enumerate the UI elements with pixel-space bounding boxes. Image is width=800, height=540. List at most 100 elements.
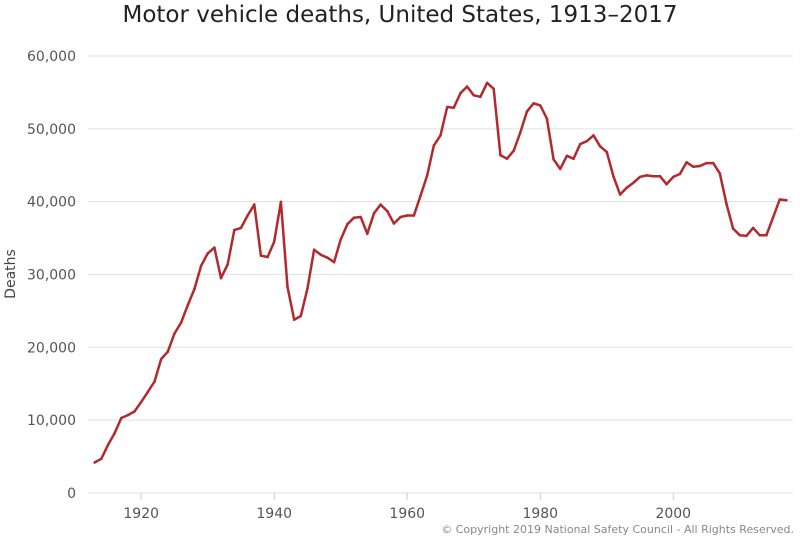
data-point <box>392 222 396 225</box>
data-point <box>226 263 229 266</box>
y-axis-ticks: 0 10,000 20,000 30,000 40,000 50,000 60,000 <box>27 49 76 502</box>
y-axis-label: Deaths <box>3 249 19 299</box>
data-point <box>638 175 642 179</box>
data-point <box>412 214 416 217</box>
data-point <box>219 276 223 280</box>
data-point <box>598 145 602 148</box>
data-point <box>233 228 236 232</box>
copyright-credit: © Copyright 2019 National Safety Council… <box>441 523 794 536</box>
data-point <box>558 167 562 171</box>
data-point <box>106 443 110 447</box>
data-point <box>658 174 662 178</box>
data-point <box>711 161 715 165</box>
data-point <box>605 150 609 154</box>
chart-title: Motor vehicle deaths, United States, 191… <box>122 2 678 28</box>
y-tick-label: 30,000 <box>27 268 76 284</box>
data-point <box>685 161 688 164</box>
series-layer <box>93 81 788 464</box>
data-point <box>292 318 296 322</box>
data-point <box>146 390 150 394</box>
data-point <box>166 350 170 354</box>
data-point <box>239 226 243 230</box>
data-point <box>612 174 615 178</box>
data-point <box>465 85 469 88</box>
data-point <box>545 117 549 120</box>
data-point <box>299 314 303 318</box>
data-point <box>771 216 775 219</box>
data-point <box>632 181 635 184</box>
data-point <box>618 193 622 196</box>
data-point <box>159 357 163 361</box>
data-point <box>186 303 190 307</box>
x-tick-label: 1940 <box>256 506 292 522</box>
data-point <box>312 248 316 251</box>
y-tick-label: 50,000 <box>27 122 76 138</box>
data-point <box>279 200 283 204</box>
data-point <box>459 91 462 95</box>
x-tick-label: 1980 <box>522 506 558 522</box>
series-line <box>93 81 788 464</box>
data-point <box>751 226 755 230</box>
data-point <box>386 209 389 213</box>
data-point <box>698 164 702 168</box>
data-point <box>372 212 376 215</box>
data-point <box>153 380 156 383</box>
data-point <box>439 134 442 137</box>
data-point <box>120 416 123 420</box>
data-point <box>585 139 589 143</box>
y-tick-label: 60,000 <box>27 49 76 65</box>
data-point <box>672 175 675 179</box>
data-point <box>452 106 456 109</box>
y-tick-label: 20,000 <box>27 340 76 356</box>
x-tick-label: 1960 <box>389 506 425 522</box>
data-point <box>319 253 323 257</box>
y-tick-label: 10,000 <box>27 413 76 429</box>
data-point <box>705 161 708 165</box>
data-point <box>253 203 256 206</box>
data-point <box>572 157 575 160</box>
data-point <box>173 332 176 335</box>
data-point <box>272 240 276 243</box>
data-point <box>445 105 449 109</box>
data-point <box>266 255 269 259</box>
data-point <box>126 413 130 417</box>
data-point <box>399 215 402 219</box>
data-point <box>738 233 742 237</box>
data-point <box>93 461 96 464</box>
y-tick-label: 0 <box>67 486 76 502</box>
data-point <box>179 321 183 324</box>
x-tick-label: 2000 <box>655 506 691 522</box>
data-point <box>525 110 529 113</box>
data-point <box>785 198 788 202</box>
data-point <box>346 222 349 226</box>
data-point <box>213 246 216 249</box>
data-point <box>193 287 196 291</box>
data-point <box>625 186 628 190</box>
data-point <box>339 238 343 241</box>
data-point <box>645 174 648 177</box>
data-point <box>425 174 429 177</box>
data-point <box>552 158 555 161</box>
data-point <box>326 256 329 260</box>
data-point <box>765 233 768 237</box>
data-point <box>379 203 382 206</box>
data-point <box>565 154 569 158</box>
data-point <box>306 287 309 290</box>
data-point <box>512 149 515 152</box>
data-point <box>718 172 722 175</box>
data-point <box>578 142 582 146</box>
data-point <box>731 227 735 230</box>
data-point <box>246 214 249 217</box>
data-point <box>665 182 668 186</box>
gridlines <box>88 55 793 494</box>
data-point <box>432 144 436 147</box>
data-point <box>678 172 682 176</box>
data-point <box>359 215 363 219</box>
data-point <box>199 264 203 268</box>
data-point <box>419 194 422 198</box>
data-point <box>100 457 103 461</box>
data-point <box>519 131 522 134</box>
x-axis-ticks: 1920 1940 1960 1980 2000 <box>123 493 691 522</box>
data-point <box>366 232 369 235</box>
